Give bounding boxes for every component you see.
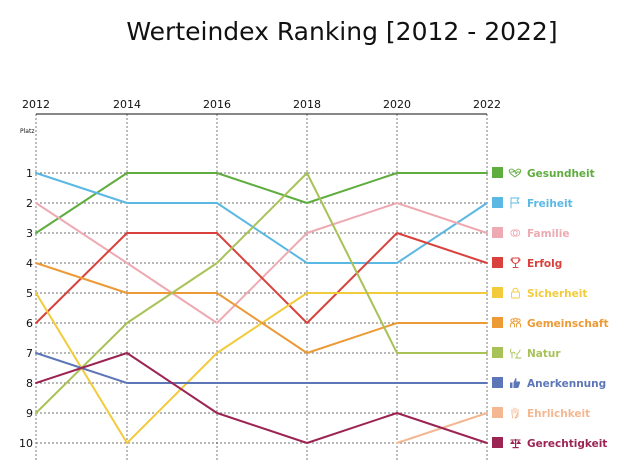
legend-label: Familie	[527, 228, 570, 240]
series-line-gemeinschaft	[35, 262, 488, 354]
axes: 2012 2014 2016 2018 2020 2022 Platz 1 2 3 4 5 6 7 8 9 10	[19, 98, 501, 450]
y-tick-label: 6	[26, 317, 33, 330]
series-line-erfolg	[35, 232, 488, 324]
legend-swatch	[492, 257, 503, 268]
legend-swatch	[492, 317, 503, 328]
series-line-gesundheit	[35, 172, 488, 234]
legend-label: Sicherheit	[527, 288, 587, 300]
legend-label: Natur	[527, 348, 561, 360]
legend-swatch	[492, 407, 503, 418]
legend-swatch	[492, 437, 503, 448]
series-line-anerkennung	[35, 352, 488, 384]
x-tick-label: 2018	[293, 98, 321, 111]
legend-label: Ehrlichkeit	[527, 408, 590, 420]
x-tick-label: 2012	[22, 98, 50, 111]
legend-swatch	[492, 287, 503, 298]
y-tick-label: 3	[26, 227, 33, 240]
legend-swatch	[492, 347, 503, 358]
legend-label: Gemeinschaft	[527, 318, 609, 330]
y-tick-label: 1	[26, 167, 33, 180]
heart-pulse-icon	[508, 168, 522, 178]
plant-icon	[509, 348, 522, 359]
legend-swatch	[492, 167, 503, 178]
people-icon	[510, 317, 521, 328]
lock-icon	[511, 287, 520, 299]
legend: Gesundheit Freiheit Familie Erfolg Sicherhei…	[492, 167, 609, 450]
x-tick-label: 2022	[473, 98, 501, 111]
y-tick-label: 8	[26, 377, 33, 390]
flag-icon	[510, 197, 520, 209]
y-tick-label: 7	[26, 347, 33, 360]
legend-label: Gesundheit	[527, 168, 595, 180]
rings-icon	[510, 229, 521, 237]
x-tick-label: 2016	[203, 98, 231, 111]
legend-swatch	[492, 227, 503, 238]
series-lines	[35, 172, 488, 444]
legend-label: Anerkennung	[527, 378, 606, 390]
legend-label: Erfolg	[527, 258, 562, 270]
y-tick-label: 5	[26, 287, 33, 300]
legend-label: Gerechtigkeit	[527, 438, 607, 450]
x-tick-label: 2014	[113, 98, 141, 111]
y-tick-label: 10	[19, 437, 33, 450]
y-tick-label: 2	[26, 197, 33, 210]
x-tick-label: 2020	[383, 98, 411, 111]
grid	[35, 114, 488, 462]
legend-swatch	[492, 197, 503, 208]
legend-label: Freiheit	[527, 198, 573, 210]
series-line-freiheit	[35, 172, 488, 264]
thumbs-up-icon	[510, 378, 521, 388]
scales-icon	[510, 439, 522, 449]
y-axis-label: Platz	[20, 128, 34, 135]
legend-swatch	[492, 377, 503, 388]
series-line-gerechtigkeit	[35, 352, 488, 444]
y-tick-label: 4	[26, 257, 33, 270]
y-tick-label: 9	[26, 407, 33, 420]
chart-title: Werteindex Ranking [2012 - 2022]	[126, 17, 557, 46]
hand-icon	[511, 407, 519, 419]
series-line-natur	[35, 172, 488, 414]
trophy-icon	[510, 257, 521, 268]
